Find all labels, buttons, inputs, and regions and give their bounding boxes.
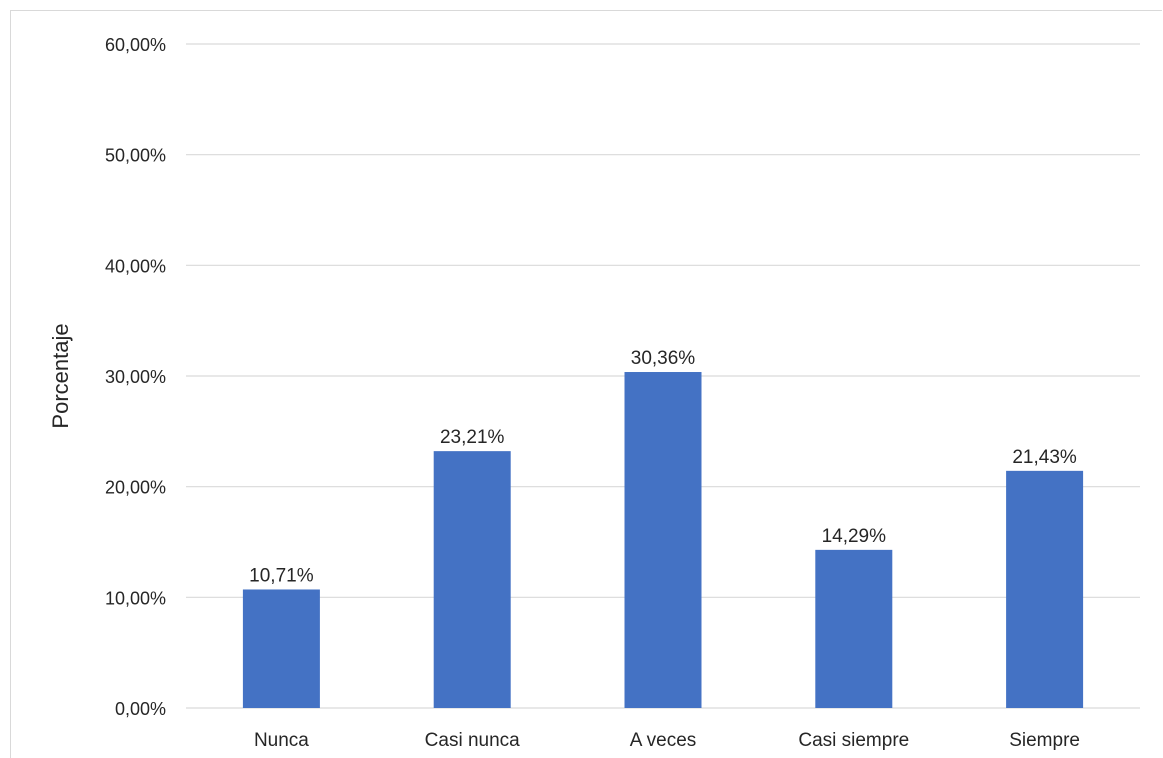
chart-frame (10, 10, 1162, 758)
data-labels: 10,71% 23,21% 30,36% 14,29% 21,43% (249, 348, 1077, 586)
x-category-label: Casi nunca (425, 730, 520, 751)
y-tick-label: 50,00% (105, 146, 166, 166)
data-label: 21,43% (1012, 447, 1077, 468)
y-tick-label: 20,00% (105, 478, 166, 498)
data-label: 30,36% (631, 348, 696, 369)
bar (815, 549, 893, 708)
y-axis-label: Porcentaje (48, 323, 73, 428)
data-label: 10,71% (249, 565, 314, 586)
x-axis-categories: Nunca Casi nunca A veces Casi siempre Siempr… (254, 730, 1080, 751)
bar (1006, 470, 1084, 708)
data-label: 23,21% (440, 427, 505, 448)
y-axis-ticks: 0,00% 10,00% 20,00% 30,00% 40,00% 50,00% 60,00… (105, 35, 166, 719)
y-tick-label: 10,00% (105, 588, 166, 608)
x-category-label: Nunca (254, 730, 309, 751)
y-tick-label: 40,00% (105, 256, 166, 276)
y-tick-label: 60,00% (105, 35, 166, 55)
x-category-label: Siempre (1009, 730, 1080, 751)
x-category-label: Casi siempre (798, 730, 909, 751)
bars (242, 372, 1084, 708)
bar (624, 372, 702, 708)
y-tick-label: 0,00% (115, 699, 166, 719)
x-category-label: A veces (630, 730, 697, 751)
data-label: 14,29% (822, 526, 887, 547)
bar (242, 589, 320, 708)
bar (433, 451, 511, 708)
y-tick-label: 30,00% (105, 367, 166, 387)
